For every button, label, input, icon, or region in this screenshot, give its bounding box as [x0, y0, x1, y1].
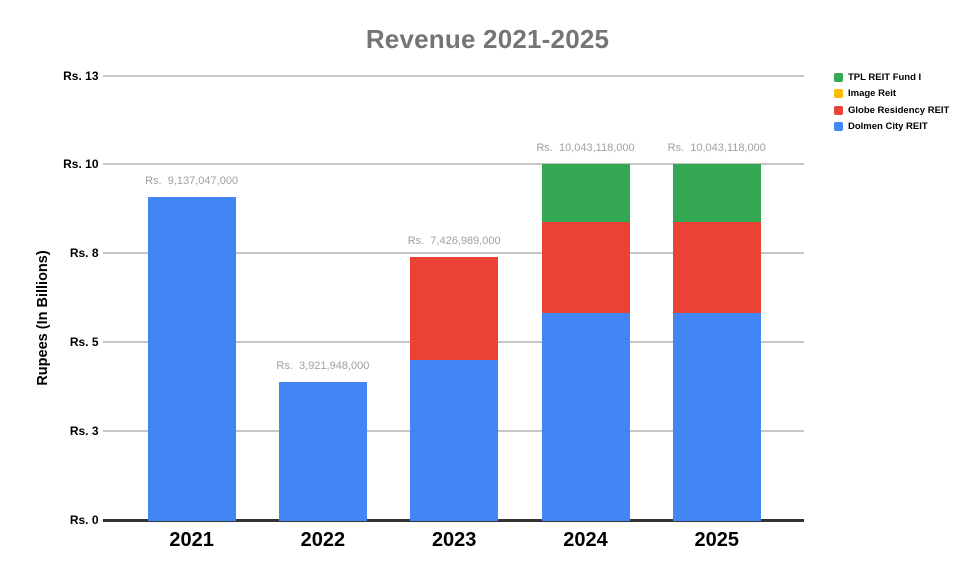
legend-swatch-icon: [833, 73, 843, 82]
legend-swatch-icon: [833, 105, 843, 115]
y-axis-tick-label: Rs. 13: [63, 68, 99, 83]
bar-segment-2024-dolmen-city-reit: [541, 313, 630, 522]
bar-total-label: Rs. 10,043,118,000: [667, 142, 766, 155]
legend-label: Dolmen City REIT: [848, 120, 928, 132]
bar-segment-2023-dolmen-city-reit: [410, 360, 499, 522]
gridline: [103, 163, 804, 166]
legend-label: TPL REIT Fund I: [848, 72, 922, 83]
gridline: [103, 74, 804, 77]
legend-swatch-icon: [833, 89, 843, 99]
bar-segment-2025-tpl-reit-fund-i: [672, 164, 761, 222]
chart-title: Revenue 2021-2025: [365, 24, 610, 54]
y-axis-title: Rupees (In Billions): [35, 250, 51, 386]
bar-segment-2021-dolmen-city-reit: [147, 196, 236, 522]
legend-item: Dolmen City REIT: [833, 119, 974, 135]
bar-segment-2023-globe-residency-reit: [410, 257, 499, 361]
bar-total-label: Rs. 7,426,989,000: [407, 235, 501, 248]
bar-total-label: Rs. 10,043,118,000: [536, 142, 635, 155]
legend-swatch-icon: [833, 121, 843, 131]
bar-segment-2022-dolmen-city-reit: [278, 382, 367, 522]
x-axis-category-label: 2021: [169, 529, 214, 551]
y-axis-tick-label: Rs. 10: [63, 157, 99, 172]
legend-item: TPL REIT Fund I: [833, 70, 974, 86]
y-axis-tick-label: Rs. 8: [69, 246, 99, 261]
y-axis-tick-label: Rs. 3: [69, 424, 99, 439]
legend-label: Image Reit: [848, 88, 897, 100]
gridline: [103, 252, 804, 255]
bar-total-label: Rs. 3,921,948,000: [276, 360, 370, 373]
x-axis-category-label: 2022: [300, 529, 346, 551]
bar-segment-2025-dolmen-city-reit: [672, 313, 761, 522]
bar-segment-2024-globe-residency-reit: [541, 221, 630, 314]
legend-label: Globe Residency REIT: [848, 104, 950, 116]
bar-segment-2024-tpl-reit-fund-i: [541, 164, 630, 222]
y-axis-tick-label: Rs. 0: [69, 513, 99, 527]
legend-item: Globe Residency REIT: [833, 103, 974, 119]
legend-item: Image Reit: [833, 86, 974, 102]
bar-total-label: Rs. 9,137,047,000: [145, 174, 239, 187]
x-axis-category-label: 2025: [694, 529, 740, 551]
x-axis-category-label: 2024: [563, 529, 608, 551]
bar-segment-2025-globe-residency-reit: [672, 221, 761, 314]
x-axis-category-label: 2023: [431, 529, 477, 551]
y-axis-tick-label: Rs. 5: [69, 335, 99, 350]
